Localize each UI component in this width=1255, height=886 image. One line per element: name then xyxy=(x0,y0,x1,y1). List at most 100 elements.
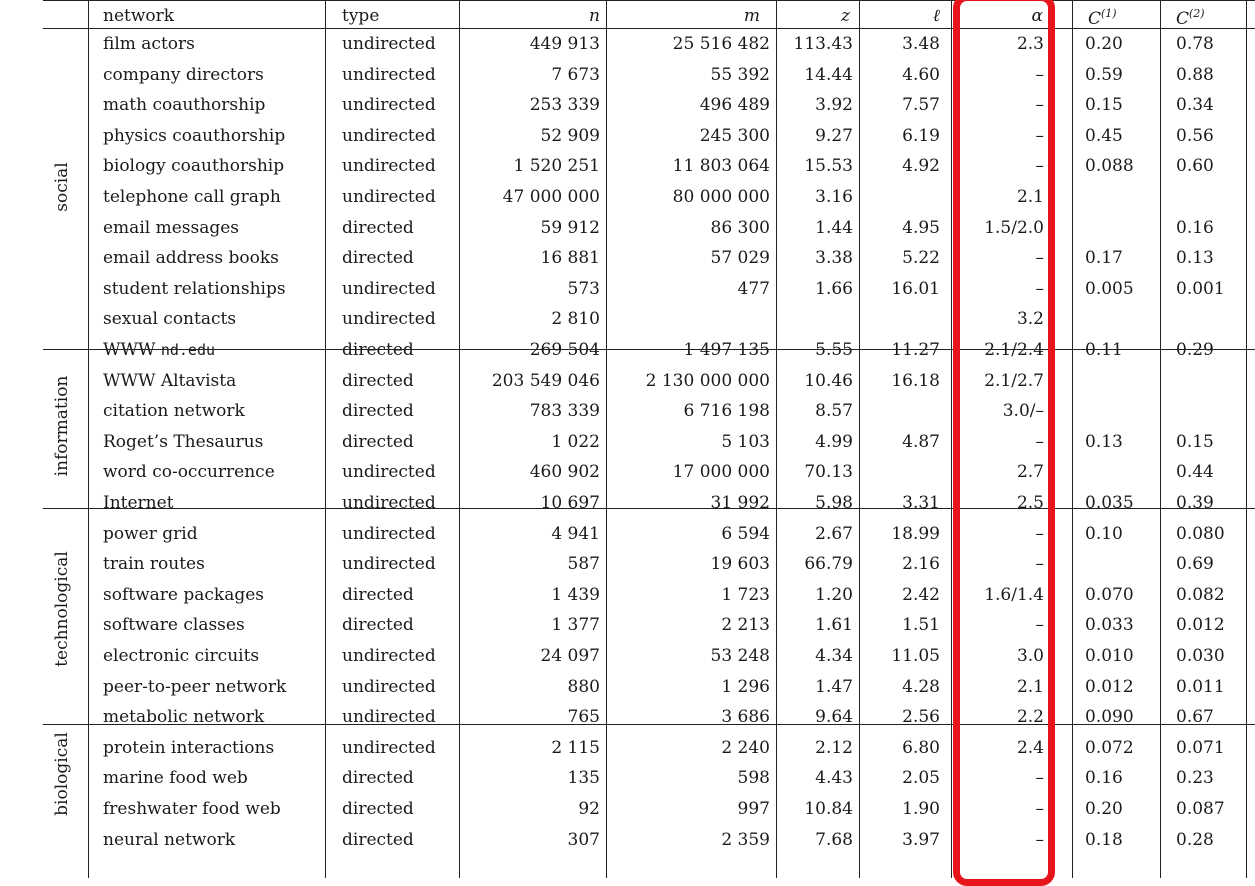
cell-n: 783 339 xyxy=(529,401,600,421)
cell-network: marine food web xyxy=(103,768,248,788)
cell-network: electronic circuits xyxy=(103,646,260,666)
category-information: information xyxy=(52,375,72,477)
cell-z: 7.68 xyxy=(815,830,853,850)
cell-n: 92 xyxy=(578,799,600,819)
cell-ell: 2.16 xyxy=(902,554,940,574)
cell-m: 80 000 000 xyxy=(672,187,770,207)
cell-type: directed xyxy=(342,585,414,605)
cell-network: WWW Altavista xyxy=(103,371,237,391)
cell-alpha: 2.1/2.7 xyxy=(984,371,1044,391)
cell-type: undirected xyxy=(342,646,436,666)
cell-c2: 0.23 xyxy=(1176,768,1214,788)
cell-n: 269 504 xyxy=(529,340,600,360)
cell-n: 24 097 xyxy=(540,646,600,666)
cell-n: 7 673 xyxy=(551,65,600,85)
cell-n: 135 xyxy=(567,768,600,788)
cell-network: sexual contacts xyxy=(103,309,237,329)
cell-c2: 0.030 xyxy=(1176,646,1225,666)
cell-network: Internet xyxy=(103,493,174,513)
col-divider-9 xyxy=(1246,0,1247,878)
cell-type: directed xyxy=(342,248,414,268)
cell-m: 1 296 xyxy=(721,677,770,697)
cell-c1: 0.20 xyxy=(1085,799,1123,819)
cell-ell: 16.01 xyxy=(891,279,940,299)
cell-n: 47 000 000 xyxy=(502,187,600,207)
cell-c2: 0.88 xyxy=(1176,65,1214,85)
cell-c2: 0.78 xyxy=(1176,34,1214,54)
cell-network: word co-occurrence xyxy=(103,462,275,482)
alpha-column-highlight xyxy=(953,0,1055,886)
col-divider-3 xyxy=(606,0,607,878)
cell-c1: 0.15 xyxy=(1085,95,1123,115)
cell-type: directed xyxy=(342,218,414,238)
header-z: z xyxy=(841,6,850,26)
cell-network: Roget’s Thesaurus xyxy=(103,432,264,452)
cell-m: 2 130 000 000 xyxy=(645,371,770,391)
section-rule-biological xyxy=(43,724,1255,725)
cell-alpha: 2.7 xyxy=(1016,462,1044,482)
cell-z: 4.43 xyxy=(815,768,853,788)
cell-ell: 6.80 xyxy=(902,738,940,758)
cell-m: 86 300 xyxy=(710,218,770,238)
category-social: social xyxy=(52,162,72,212)
cell-z: 3.38 xyxy=(815,248,853,268)
cell-network: film actors xyxy=(103,34,195,54)
cell-ell: 3.97 xyxy=(902,830,940,850)
cell-ell: 1.51 xyxy=(902,615,940,635)
col-divider-5 xyxy=(859,0,860,878)
cell-z: 10.84 xyxy=(804,799,853,819)
cell-ell: 1.90 xyxy=(902,799,940,819)
cell-c2: 0.44 xyxy=(1176,462,1214,482)
cell-ell: 4.92 xyxy=(902,156,940,176)
cell-z: 113.43 xyxy=(793,34,853,54)
cell-type: undirected xyxy=(342,738,436,758)
cell-c1: 0.010 xyxy=(1085,646,1134,666)
header-m: m xyxy=(743,6,760,26)
cell-m: 598 xyxy=(737,768,770,788)
cell-c1: 0.012 xyxy=(1085,677,1134,697)
cell-c2: 0.001 xyxy=(1176,279,1225,299)
cell-n: 16 881 xyxy=(540,248,600,268)
col-divider-7 xyxy=(1072,0,1073,878)
cell-z: 70.13 xyxy=(804,462,853,482)
cell-m: 5 103 xyxy=(721,432,770,452)
cell-c1: 0.005 xyxy=(1085,279,1134,299)
cell-c2: 0.28 xyxy=(1176,830,1214,850)
cell-alpha: – xyxy=(1035,279,1045,299)
header-c2-base: C xyxy=(1176,9,1190,29)
cell-z: 5.55 xyxy=(815,340,853,360)
header-alpha: α xyxy=(1031,6,1043,26)
cell-alpha: – xyxy=(1035,95,1045,115)
cell-ell: 16.18 xyxy=(891,371,940,391)
cell-network: neural network xyxy=(103,830,236,850)
cell-c2: 0.67 xyxy=(1176,707,1214,727)
cell-network: software classes xyxy=(103,615,245,635)
cell-c1: 0.59 xyxy=(1085,65,1123,85)
cell-alpha: – xyxy=(1035,768,1045,788)
cell-type: directed xyxy=(342,401,414,421)
header-c1-sup: (1) xyxy=(1101,7,1117,20)
header-network: network xyxy=(103,6,175,26)
header-c1: C(1) xyxy=(1088,4,1117,29)
cell-alpha: – xyxy=(1035,830,1045,850)
cell-z: 15.53 xyxy=(804,156,853,176)
cell-z: 3.92 xyxy=(815,95,853,115)
cell-c2: 0.39 xyxy=(1176,493,1214,513)
cell-z: 9.27 xyxy=(815,126,853,146)
cell-c1: 0.033 xyxy=(1085,615,1134,635)
cell-c2: 0.13 xyxy=(1176,248,1214,268)
cell-type: undirected xyxy=(342,309,436,329)
cell-c2: 0.15 xyxy=(1176,432,1214,452)
cell-network: email address books xyxy=(103,248,279,268)
cell-c1: 0.16 xyxy=(1085,768,1123,788)
cell-m: 2 213 xyxy=(721,615,770,635)
cell-c2: 0.60 xyxy=(1176,156,1214,176)
cell-type: undirected xyxy=(342,279,436,299)
cell-c2: 0.080 xyxy=(1176,524,1225,544)
cell-m: 31 992 xyxy=(710,493,770,513)
cell-c2: 0.011 xyxy=(1176,677,1225,697)
cell-c2: 0.012 xyxy=(1176,615,1225,635)
cell-c2: 0.16 xyxy=(1176,218,1214,238)
cell-alpha: 2.1 xyxy=(1016,677,1044,697)
cell-m: 11 803 064 xyxy=(672,156,770,176)
